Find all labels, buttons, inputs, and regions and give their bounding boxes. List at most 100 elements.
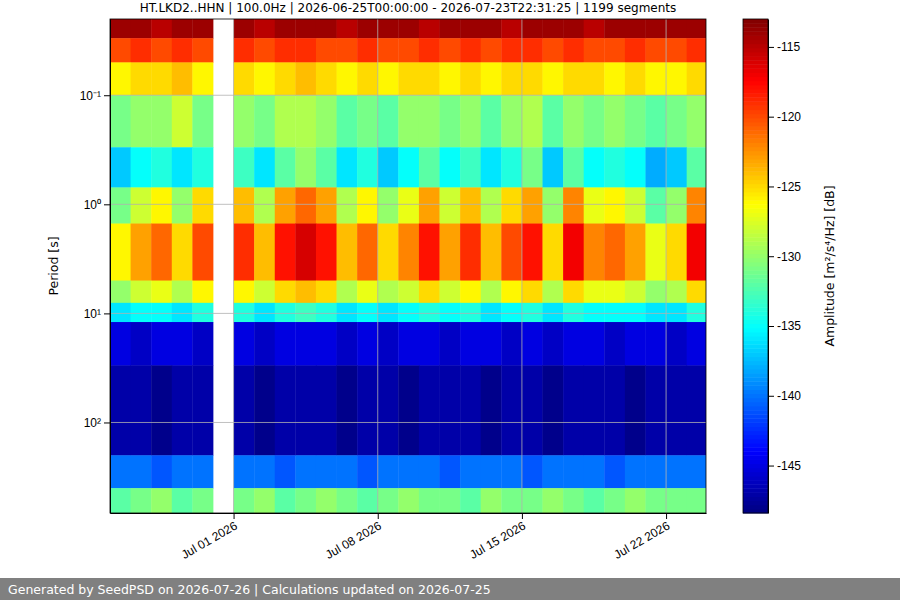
- colorbar-swatch: [743, 171, 768, 176]
- heatmap-cell: [151, 187, 172, 224]
- heatmap-cell: [316, 38, 337, 63]
- colorbar-swatch: [743, 122, 768, 127]
- heatmap-cell: [378, 365, 399, 455]
- heatmap-cell: [357, 38, 378, 63]
- colorbar-swatch: [743, 291, 768, 296]
- colorbar-swatch: [743, 402, 768, 407]
- heatmap-cell: [254, 322, 275, 366]
- heatmap-cell: [172, 488, 193, 513]
- heatmap-cell: [234, 147, 255, 188]
- heatmap-cell: [254, 147, 275, 188]
- colorbar-swatch: [743, 225, 768, 230]
- heatmap-cell: [357, 19, 378, 39]
- heatmap-cell: [172, 365, 193, 455]
- colorbar-swatch: [743, 435, 768, 440]
- heatmap-cell: [460, 19, 481, 39]
- heatmap-cell: [254, 62, 275, 95]
- heatmap-cell: [357, 281, 378, 304]
- heatmap-cell: [625, 365, 646, 455]
- heatmap-cell: [501, 488, 522, 513]
- heatmap-cell: [625, 62, 646, 95]
- heatmap-cell: [501, 322, 522, 366]
- heatmap-cell: [419, 187, 440, 224]
- colorbar-swatch: [743, 19, 768, 24]
- heatmap-cell: [398, 365, 419, 455]
- grid-line: [521, 19, 522, 513]
- colorbar-swatch: [743, 278, 768, 283]
- heatmap-cell: [295, 62, 316, 95]
- heatmap-cell: [316, 281, 337, 304]
- heatmap-cell: [440, 62, 461, 95]
- heatmap-cell: [460, 303, 481, 323]
- colorbar-swatch: [743, 245, 768, 250]
- heatmap-cell: [666, 38, 687, 63]
- colorbar-swatch: [743, 394, 768, 399]
- heatmap-cell: [131, 147, 152, 188]
- heatmap-cell: [295, 38, 316, 63]
- heatmap-cell: [543, 488, 564, 513]
- colorbar-swatch: [743, 336, 768, 341]
- heatmap-cell: [481, 322, 502, 366]
- colorbar-swatch: [743, 398, 768, 403]
- heatmap-cell: [522, 365, 543, 455]
- heatmap-cell: [234, 187, 255, 224]
- heatmap-cell: [604, 365, 625, 455]
- heatmap-cell: [604, 147, 625, 188]
- heatmap-cell: [543, 322, 564, 366]
- heatmap-cell: [419, 62, 440, 95]
- heatmap-cell: [584, 281, 605, 304]
- colorbar-tick-mark: [768, 256, 774, 257]
- heatmap-cell: [172, 224, 193, 281]
- heatmap-cell: [295, 19, 316, 39]
- colorbar-swatch: [743, 332, 768, 337]
- heatmap-cell: [172, 322, 193, 366]
- colorbar-swatch: [743, 184, 768, 189]
- heatmap-cell: [337, 62, 358, 95]
- colorbar-swatch: [743, 56, 768, 61]
- heatmap-cell: [440, 147, 461, 188]
- colorbar-swatch: [743, 250, 768, 255]
- heatmap-cell: [543, 62, 564, 95]
- colorbar-tick: -115: [768, 40, 800, 54]
- colorbar-frame: [743, 19, 768, 513]
- heatmap-cell: [275, 303, 296, 323]
- colorbar-swatch: [743, 287, 768, 292]
- colorbar-tick-label: -125: [777, 180, 801, 194]
- heatmap-cell: [192, 488, 213, 513]
- heatmap-cell: [234, 19, 255, 39]
- heatmap-cell: [131, 322, 152, 366]
- heatmap-cell: [460, 187, 481, 224]
- heatmap-cell: [275, 281, 296, 304]
- colorbar-swatch: [743, 357, 768, 362]
- heatmap-cell: [337, 187, 358, 224]
- heatmap-cell: [563, 147, 584, 188]
- heatmap-cell: [687, 62, 706, 95]
- heatmap-cell: [192, 365, 213, 455]
- colorbar-swatch: [743, 340, 768, 345]
- heatmap-cell: [275, 19, 296, 39]
- heatmap-cell: [337, 19, 358, 39]
- colorbar-swatch: [743, 196, 768, 201]
- colorbar-swatch: [743, 361, 768, 366]
- heatmap-cell: [604, 95, 625, 147]
- heatmap-cell: [604, 488, 625, 513]
- heatmap-cell: [234, 322, 255, 366]
- heatmap-cell: [481, 38, 502, 63]
- colorbar-swatch: [743, 89, 768, 94]
- heatmap-cell: [625, 281, 646, 304]
- heatmap-cell: [234, 224, 255, 281]
- heatmap-cell: [481, 455, 502, 488]
- colorbar-swatch: [743, 114, 768, 119]
- colorbar-swatch: [743, 484, 768, 489]
- colorbar-tick-mark: [768, 117, 774, 118]
- colorbar-swatch: [743, 44, 768, 49]
- heatmap-cell: [172, 19, 193, 39]
- heatmap-cell: [666, 281, 687, 304]
- heatmap-cell: [234, 488, 255, 513]
- colorbar-swatch: [743, 303, 768, 308]
- heatmap-cell: [316, 19, 337, 39]
- colorbar-tick-label: -140: [777, 389, 801, 403]
- colorbar-swatch: [743, 488, 768, 493]
- heatmap-cell: [275, 455, 296, 488]
- colorbar-swatch: [743, 501, 768, 506]
